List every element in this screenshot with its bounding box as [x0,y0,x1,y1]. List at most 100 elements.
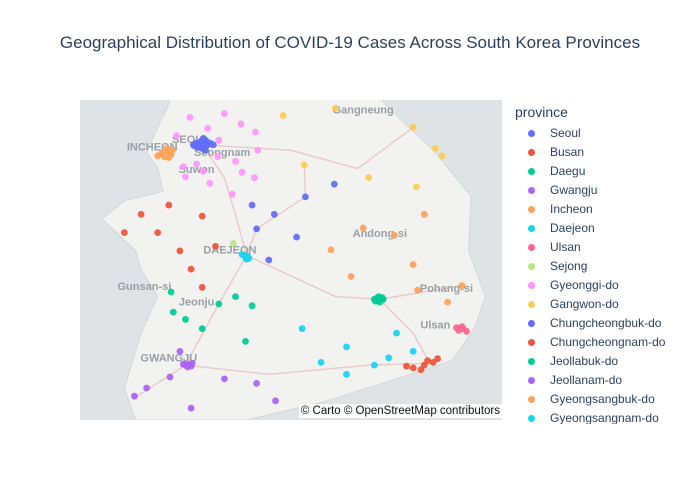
data-point[interactable] [252,128,259,136]
data-point[interactable] [429,359,437,366]
data-point[interactable] [173,132,180,140]
data-point[interactable] [327,246,335,254]
legend-item[interactable]: Busan [512,143,700,162]
data-point[interactable] [187,265,195,273]
data-point[interactable] [182,173,189,181]
data-point[interactable] [409,124,417,131]
legend-item[interactable]: Incheon [512,200,700,219]
data-point[interactable] [176,348,184,355]
data-point[interactable] [248,201,256,209]
data-point[interactable] [413,183,420,191]
data-point[interactable] [300,161,308,169]
data-point[interactable] [409,364,417,372]
data-point[interactable] [221,375,228,383]
data-point[interactable] [186,114,194,121]
data-point[interactable] [385,354,393,362]
data-point[interactable] [243,255,251,263]
data-point[interactable] [238,168,246,176]
data-point[interactable] [444,298,451,306]
data-point[interactable] [330,180,338,188]
data-point[interactable] [393,329,400,337]
data-point[interactable] [438,152,446,160]
data-point[interactable] [182,316,189,323]
legend-item[interactable]: Ulsan [512,238,700,257]
data-point[interactable] [121,229,128,237]
data-point[interactable] [254,146,262,154]
data-point[interactable] [179,163,187,171]
data-point[interactable] [302,193,309,201]
data-point[interactable] [154,152,162,160]
data-point[interactable] [365,174,373,182]
data-point[interactable] [209,141,217,149]
data-point[interactable] [143,384,150,392]
data-point[interactable] [343,343,350,351]
legend-item[interactable]: Jeollabuk-do [512,352,700,371]
legend-item[interactable]: Gangwon-do [512,295,700,314]
data-point[interactable] [265,256,273,264]
legend-item[interactable]: Daegu [512,162,700,181]
data-point[interactable] [409,261,417,268]
data-point[interactable] [298,325,306,332]
data-point[interactable] [169,308,177,316]
data-point[interactable] [166,373,174,381]
data-point[interactable] [212,242,219,250]
data-point[interactable] [253,380,260,387]
data-point[interactable] [167,288,175,296]
data-point[interactable] [272,397,279,405]
data-point[interactable] [434,355,441,363]
legend-item[interactable]: Gyeongsangnam-do [512,409,700,424]
data-point[interactable] [242,338,249,345]
data-point[interactable] [188,359,196,367]
data-point[interactable] [409,348,417,355]
data-point[interactable] [214,153,222,161]
data-point[interactable] [176,247,184,255]
data-point[interactable] [228,190,236,198]
data-point[interactable] [232,293,239,300]
data-point[interactable] [165,201,173,209]
legend-item[interactable]: Gwangju [512,181,700,200]
data-point[interactable] [432,145,439,152]
data-point[interactable] [215,136,223,144]
data-point[interactable] [206,179,214,187]
legend-item[interactable]: Seoul [512,124,700,143]
data-point[interactable] [237,120,245,128]
data-point[interactable] [458,323,466,331]
data-point[interactable] [154,229,162,237]
map-view[interactable]: Gangneung SEOUL INCHEON Seongnam Suwon Andong… [80,100,502,420]
data-point[interactable] [221,110,228,118]
data-point[interactable] [343,370,350,378]
data-point[interactable] [390,231,398,239]
data-point[interactable] [453,324,460,332]
data-point[interactable] [168,146,176,154]
data-point[interactable] [198,325,206,332]
data-point[interactable] [196,139,204,147]
data-point[interactable] [204,124,212,132]
data-point[interactable] [424,357,431,364]
data-point[interactable] [199,167,207,175]
data-point[interactable] [198,284,206,291]
legend-item[interactable]: Gyeongsangbuk-do [512,390,700,409]
legend-item[interactable]: Gyeonggi-do [512,276,700,295]
data-point[interactable] [417,366,425,374]
legend-item[interactable]: Chungcheongbuk-do [512,314,700,333]
data-point[interactable] [420,210,428,218]
legend-item[interactable]: Chungcheongnam-do [512,333,700,352]
data-point[interactable] [347,273,355,280]
data-point[interactable] [332,104,339,112]
data-point[interactable] [317,359,325,366]
data-point[interactable] [202,146,209,154]
data-point[interactable] [238,251,246,258]
data-point[interactable] [370,361,378,369]
data-point[interactable] [191,142,198,150]
data-point[interactable] [179,360,187,368]
data-point[interactable] [131,392,138,400]
data-point[interactable] [161,153,168,161]
map-attribution[interactable]: © Carto © OpenStreetMap contributors [298,404,502,418]
data-point[interactable] [198,212,206,220]
data-point[interactable] [373,295,380,302]
data-point[interactable] [215,300,223,308]
data-point[interactable] [458,282,466,289]
data-point[interactable] [270,210,278,218]
data-point[interactable] [137,210,145,218]
